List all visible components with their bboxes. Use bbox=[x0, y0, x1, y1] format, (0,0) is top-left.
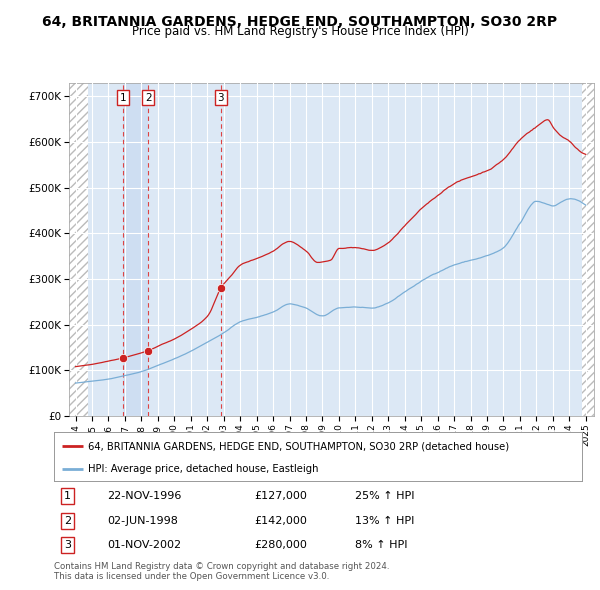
Text: This data is licensed under the Open Government Licence v3.0.: This data is licensed under the Open Gov… bbox=[54, 572, 329, 581]
Text: 25% ↑ HPI: 25% ↑ HPI bbox=[355, 491, 415, 501]
Bar bbox=[124, 83, 148, 416]
Text: £280,000: £280,000 bbox=[254, 540, 308, 550]
Text: 64, BRITANNIA GARDENS, HEDGE END, SOUTHAMPTON, SO30 2RP (detached house): 64, BRITANNIA GARDENS, HEDGE END, SOUTHA… bbox=[88, 441, 509, 451]
Text: 02-JUN-1998: 02-JUN-1998 bbox=[107, 516, 178, 526]
Bar bbox=[69, 83, 88, 416]
Text: Price paid vs. HM Land Registry's House Price Index (HPI): Price paid vs. HM Land Registry's House … bbox=[131, 25, 469, 38]
Text: 8% ↑ HPI: 8% ↑ HPI bbox=[355, 540, 407, 550]
Text: 22-NOV-1996: 22-NOV-1996 bbox=[107, 491, 181, 501]
Text: 01-NOV-2002: 01-NOV-2002 bbox=[107, 540, 181, 550]
Text: 1: 1 bbox=[120, 93, 127, 103]
Text: 2: 2 bbox=[145, 93, 152, 103]
Text: 13% ↑ HPI: 13% ↑ HPI bbox=[355, 516, 415, 526]
Text: £142,000: £142,000 bbox=[254, 516, 308, 526]
Text: 64, BRITANNIA GARDENS, HEDGE END, SOUTHAMPTON, SO30 2RP: 64, BRITANNIA GARDENS, HEDGE END, SOUTHA… bbox=[43, 15, 557, 29]
Text: 3: 3 bbox=[64, 540, 71, 550]
Text: Contains HM Land Registry data © Crown copyright and database right 2024.: Contains HM Land Registry data © Crown c… bbox=[54, 562, 389, 571]
Text: 3: 3 bbox=[218, 93, 224, 103]
Bar bbox=[69, 83, 88, 416]
Bar bbox=[581, 83, 594, 416]
Text: 1: 1 bbox=[64, 491, 71, 501]
Text: £127,000: £127,000 bbox=[254, 491, 308, 501]
Text: HPI: Average price, detached house, Eastleigh: HPI: Average price, detached house, East… bbox=[88, 464, 319, 474]
Bar bbox=[581, 83, 594, 416]
Text: 2: 2 bbox=[64, 516, 71, 526]
